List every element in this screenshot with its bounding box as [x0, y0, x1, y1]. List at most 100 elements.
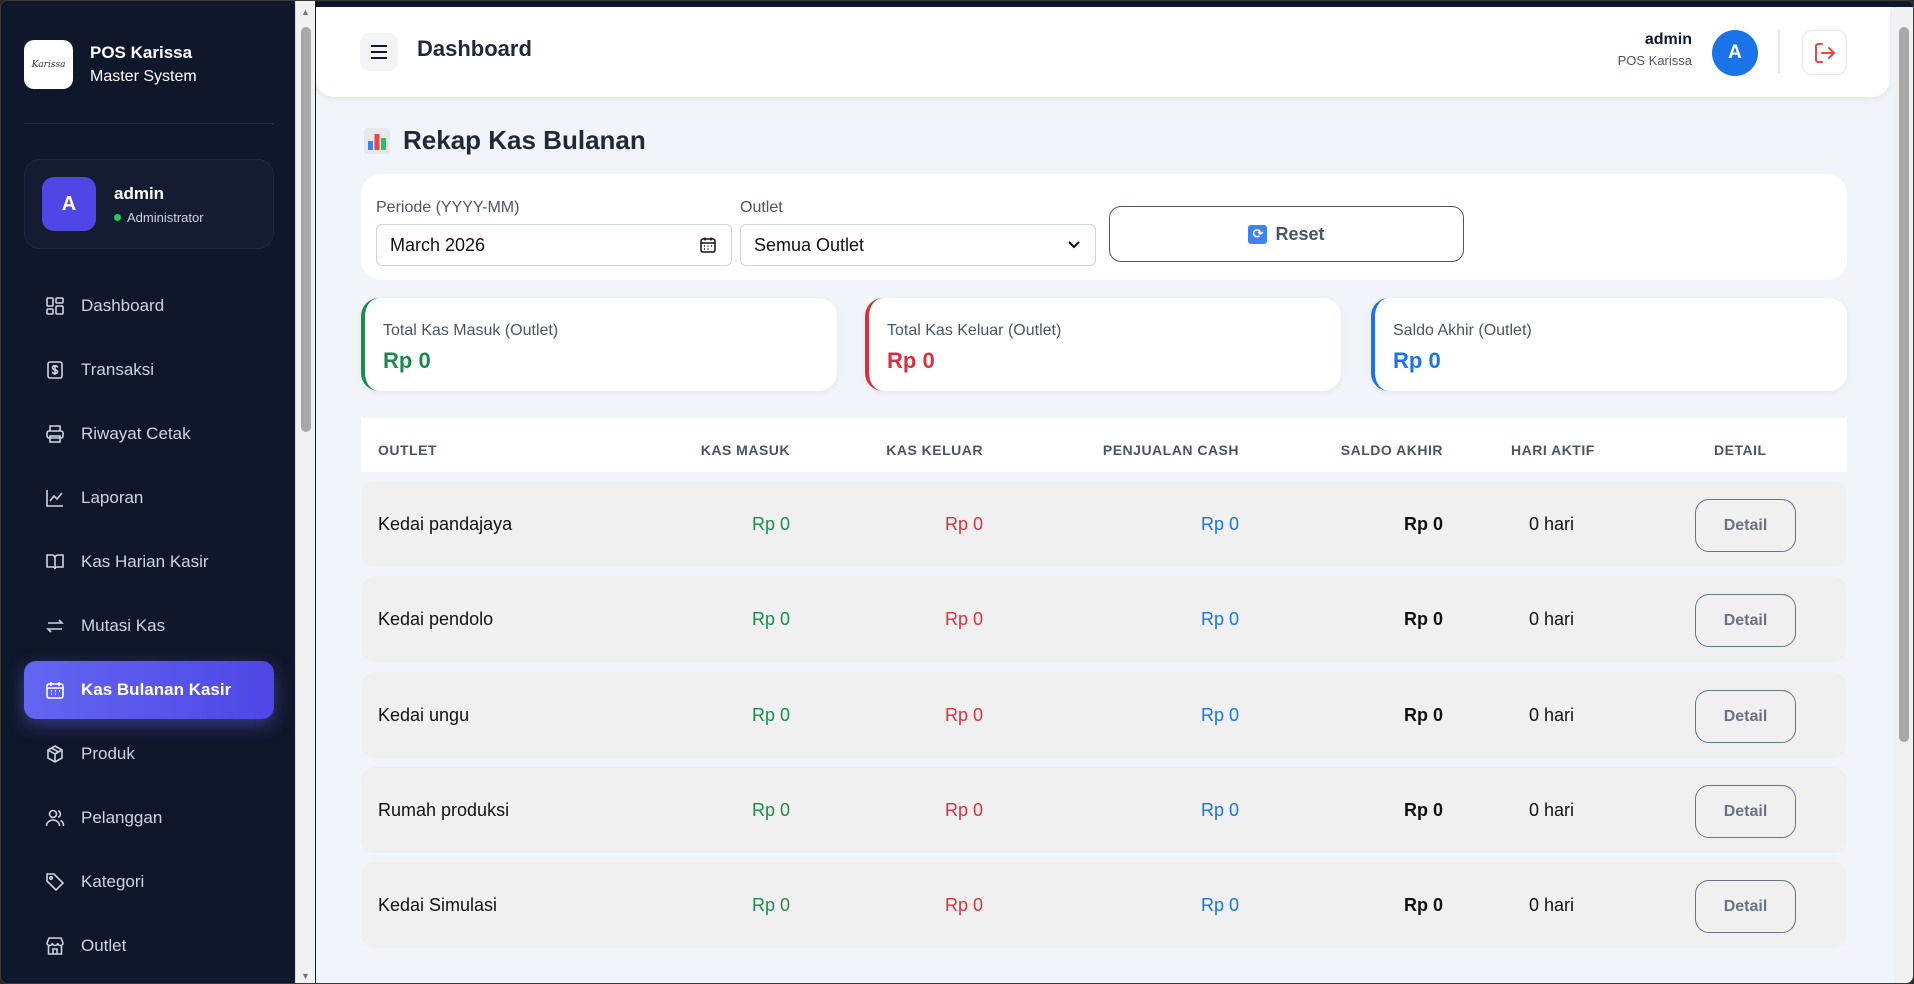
users-icon	[44, 807, 66, 829]
stat-label: Total Kas Masuk (Outlet)	[383, 322, 559, 339]
scrollbar-thumb[interactable]	[1899, 27, 1909, 742]
scrollbar-thumb[interactable]	[301, 27, 311, 432]
main-scrollbar[interactable]	[1894, 7, 1913, 983]
cell-penjualan-cash: Rp 0	[1200, 609, 1239, 629]
box-icon	[44, 743, 66, 765]
user-name: admin	[114, 183, 165, 203]
sidebar-scrollbar[interactable]: ▲ ▼	[295, 1, 315, 983]
detail-button[interactable]: Detail	[1695, 690, 1796, 743]
avatar[interactable]: A	[1712, 30, 1758, 76]
stat-value: Rp 0	[887, 348, 935, 373]
cell-hari-aktif: 0 hari	[1529, 609, 1575, 629]
detail-button[interactable]: Detail	[1695, 594, 1796, 647]
table-row: Kedai ungu Rp 0 Rp 0 Rp 0 Rp 0 0 hari Detail	[361, 672, 1847, 758]
outlet-label: Outlet	[740, 199, 783, 216]
user-role: Administrator	[114, 210, 204, 225]
reset-button[interactable]: ⟳ Reset	[1109, 206, 1464, 262]
cell-saldo-akhir: Rp 0	[1403, 514, 1443, 534]
bar-chart-icon	[364, 127, 390, 154]
divider	[1778, 29, 1780, 73]
cell-kas-masuk: Rp 0	[751, 895, 790, 915]
brand-name: POS Karissa	[90, 42, 193, 62]
periode-value: March 2026	[390, 234, 486, 255]
sidebar-item-kategori[interactable]: Kategori	[24, 853, 274, 911]
cell-saldo-akhir: Rp 0	[1403, 800, 1443, 820]
stat-label: Total Kas Keluar (Outlet)	[887, 322, 1062, 339]
sidebar-item-transaksi[interactable]: Transaksi	[24, 341, 274, 399]
logout-button[interactable]	[1802, 30, 1847, 75]
stat-value: Rp 0	[1393, 348, 1441, 373]
detail-button[interactable]: Detail	[1695, 785, 1796, 838]
sidebar: Karissa POS Karissa Master System A admi…	[1, 1, 295, 983]
main-content: Dashboard admin POS Karissa A Rekap Kas …	[316, 7, 1894, 983]
cell-kas-masuk: Rp 0	[751, 514, 790, 534]
scroll-down-arrow-icon[interactable]: ▼	[301, 971, 310, 981]
menu-toggle-button[interactable]	[360, 33, 398, 71]
periode-label: Periode (YYYY-MM)	[376, 199, 520, 216]
sidebar-item-label: Pelanggan	[81, 808, 163, 827]
refresh-icon: ⟳	[1248, 224, 1268, 244]
chart-line-icon	[44, 487, 66, 509]
cell-penjualan-cash: Rp 0	[1200, 895, 1239, 915]
sidebar-item-label: Riwayat Cetak	[81, 424, 191, 443]
page-title: Dashboard	[417, 36, 532, 61]
sidebar-item-riwayat-cetak[interactable]: Riwayat Cetak	[24, 405, 274, 463]
grid-icon	[44, 295, 66, 317]
cell-hari-aktif: 0 hari	[1529, 514, 1575, 534]
calendar-icon[interactable]	[699, 236, 717, 254]
column-header-saldo-akhir: SALDO AKHIR	[1340, 442, 1443, 458]
cell-kas-keluar: Rp 0	[944, 895, 983, 915]
periode-month-input[interactable]: March 2026	[376, 224, 732, 266]
detail-button[interactable]: Detail	[1695, 880, 1796, 933]
cell-kas-keluar: Rp 0	[944, 514, 983, 534]
sidebar-item-pelanggan[interactable]: Pelanggan	[24, 789, 274, 847]
cell-penjualan-cash: Rp 0	[1200, 705, 1239, 725]
outlet-selected-value: Semua Outlet	[754, 234, 865, 255]
hamburger-icon	[371, 45, 387, 59]
sidebar-item-dashboard[interactable]: Dashboard	[24, 277, 274, 335]
sidebar-item-produk[interactable]: Produk	[24, 725, 274, 783]
cell-hari-aktif: 0 hari	[1529, 800, 1575, 820]
section-title: Rekap Kas Bulanan	[364, 125, 646, 156]
cell-kas-masuk: Rp 0	[751, 800, 790, 820]
cell-kas-keluar: Rp 0	[944, 609, 983, 629]
outlet-select[interactable]: Semua Outlet	[740, 224, 1096, 266]
cell-saldo-akhir: Rp 0	[1403, 895, 1443, 915]
sidebar-item-kas-bulanan-kasir[interactable]: Kas Bulanan Kasir	[24, 661, 274, 719]
swap-icon	[44, 615, 66, 637]
divider	[24, 123, 274, 124]
sidebar-item-label: Kategori	[81, 872, 145, 891]
column-header-hari-aktif: HARI AKTIF	[1511, 442, 1595, 458]
avatar: A	[42, 177, 96, 231]
topbar-user: admin POS Karissa	[1618, 31, 1692, 68]
stat-value: Rp 0	[383, 348, 431, 373]
user-role-label: Administrator	[127, 209, 204, 225]
section-title-text: Rekap Kas Bulanan	[403, 125, 646, 155]
detail-button[interactable]: Detail	[1695, 499, 1796, 552]
sidebar-item-kas-harian-kasir[interactable]: Kas Harian Kasir	[24, 533, 274, 591]
column-header-penjualan-cash: PENJUALAN CASH	[1102, 442, 1239, 458]
table-header: OUTLET KAS MASUK KAS KELUAR PENJUALAN CA…	[361, 418, 1847, 472]
reset-label: Reset	[1275, 223, 1325, 244]
cell-outlet: Kedai ungu	[378, 705, 470, 725]
column-header-outlet: OUTLET	[378, 442, 437, 458]
sidebar-item-outlet[interactable]: Outlet	[24, 917, 274, 975]
stat-label: Saldo Akhir (Outlet)	[1393, 322, 1532, 339]
sidebar-item-mutasi-kas[interactable]: Mutasi Kas	[24, 597, 274, 655]
user-card: A admin Administrator	[24, 159, 274, 249]
scroll-up-arrow-icon[interactable]: ▲	[301, 7, 310, 17]
brand-subtitle: Master System	[90, 67, 197, 85]
filter-card: Periode (YYYY-MM) March 2026 Outlet Semu…	[361, 174, 1847, 280]
store-icon	[44, 935, 66, 957]
topbar: Dashboard admin POS Karissa A	[316, 7, 1890, 97]
topbar-user-name: admin	[1644, 31, 1692, 48]
sidebar-item-label: Dashboard	[81, 296, 165, 315]
cell-penjualan-cash: Rp 0	[1200, 514, 1239, 534]
table-row: Kedai Simulasi Rp 0 Rp 0 Rp 0 Rp 0 0 hari Deta…	[361, 862, 1847, 948]
brand: Karissa POS Karissa Master System	[24, 40, 197, 89]
cell-kas-masuk: Rp 0	[751, 609, 790, 629]
sidebar-item-laporan[interactable]: Laporan	[24, 469, 274, 527]
brand-logo: Karissa	[24, 40, 73, 89]
sidebar-item-label: Kas Harian Kasir	[81, 552, 209, 571]
